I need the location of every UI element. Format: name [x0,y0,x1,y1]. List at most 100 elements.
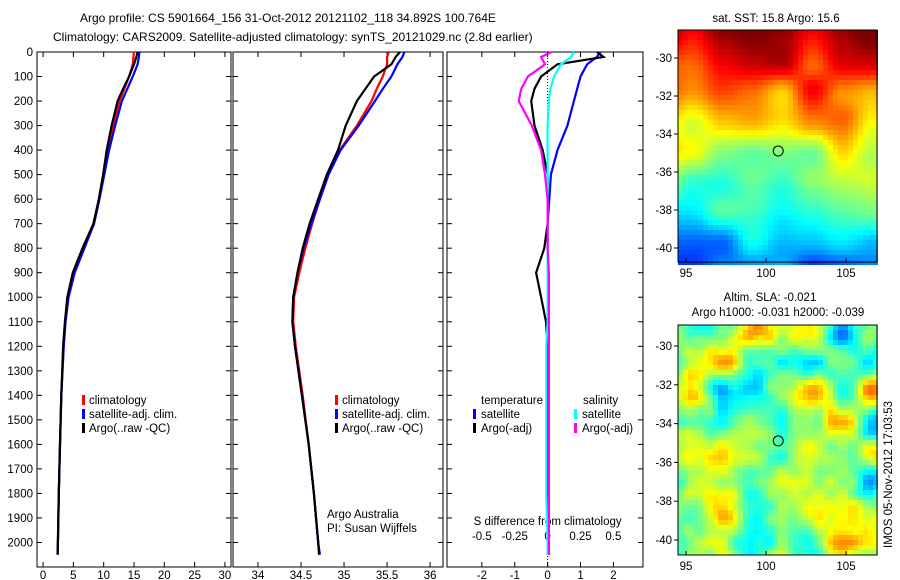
map-cell [693,115,698,120]
map-cell [848,215,853,220]
map-cell [773,80,778,85]
map-cell [773,470,778,475]
map-cell [778,515,783,520]
map-cell [818,385,823,390]
map-cell [813,35,818,40]
map-cell [808,105,813,110]
map-cell [718,70,723,75]
map-cell [753,120,758,125]
map-cell [688,415,693,420]
map-cell [758,395,763,400]
map-cell [703,410,708,415]
map-cell [863,540,868,545]
map-cell [808,550,813,555]
map-cell [793,385,798,390]
map-cell [693,470,698,475]
map-cell [743,205,748,210]
map-cell [763,135,768,140]
map-cell [733,200,738,205]
map-cell [788,210,793,215]
map-cell [858,235,863,240]
map-cell [763,105,768,110]
map-cell [778,230,783,235]
map-cell [718,400,723,405]
map-cell [733,45,738,50]
map-cell [683,340,688,345]
map-cell [758,75,763,80]
map-cell [843,45,848,50]
map-cell [768,240,773,245]
map-cell [743,425,748,430]
map-cell [848,235,853,240]
map-cell [753,190,758,195]
map-cell [708,340,713,345]
map-cell [753,185,758,190]
map-cell [828,365,833,370]
map-cell [873,525,878,530]
map-cell [713,450,718,455]
map-cell [803,455,808,460]
map-cell [818,430,823,435]
argo-position-marker [772,145,784,157]
map-cell [708,190,713,195]
map-cell [678,190,683,195]
map-cell [718,190,723,195]
map-cell [723,55,728,60]
map-cell [693,210,698,215]
map-cell [833,165,838,170]
map-cell [783,65,788,70]
map-cell [813,480,818,485]
map-cell [798,495,803,500]
map-cell [848,125,853,130]
map-cell [693,365,698,370]
map-cell [788,500,793,505]
map-cell [753,145,758,150]
map-cell [848,135,853,140]
map-cell [763,50,768,55]
map-cell [813,475,818,480]
map-cell [843,90,848,95]
map-cell [808,530,813,535]
map-cell [713,30,718,35]
map-cell [853,50,858,55]
map-cell [803,540,808,545]
map-cell [743,460,748,465]
map-cell [783,530,788,535]
map-cell [748,455,753,460]
map-cell [848,495,853,500]
map-cell [758,215,763,220]
map-cell [718,135,723,140]
map-cell [833,405,838,410]
map-cell [788,160,793,165]
map-cell [778,440,783,445]
map-cell [848,150,853,155]
map-cell [818,75,823,80]
map-cell [803,515,808,520]
map-cell [788,510,793,515]
map-cell [693,45,698,50]
map-cell [703,490,708,495]
map-cell [713,445,718,450]
map-cell [693,410,698,415]
map-cell [713,175,718,180]
map-cell [853,100,858,105]
map-cell [723,495,728,500]
map-cell [718,85,723,90]
map-cell [798,445,803,450]
map-cell [718,205,723,210]
map-cell [798,370,803,375]
map-cell [743,245,748,250]
map-cell [763,470,768,475]
map-cell [693,255,698,260]
map-cell [768,150,773,155]
map-cell [738,435,743,440]
map-cell [718,55,723,60]
map-cell [753,545,758,550]
map-cell [713,455,718,460]
map-cell [813,385,818,390]
map-cell [868,165,873,170]
map-cell [873,390,878,395]
map-cell [783,70,788,75]
map-cell [873,150,878,155]
map-cell [793,185,798,190]
